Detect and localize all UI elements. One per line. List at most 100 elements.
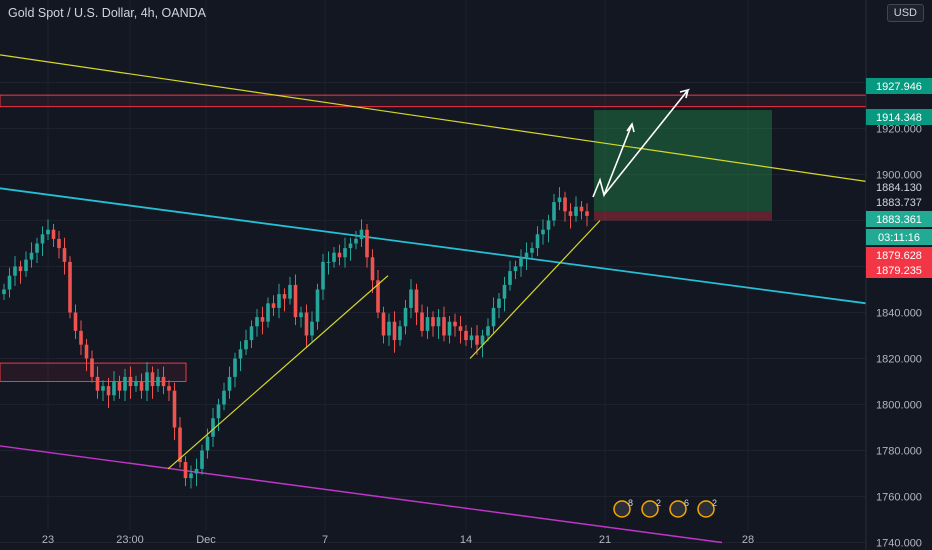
price-label-text: 1927.946 xyxy=(876,81,922,93)
projection-arrow-2[interactable] xyxy=(603,88,691,196)
candle-body xyxy=(343,248,347,258)
candle-body xyxy=(403,307,408,327)
currency-button[interactable]: USD xyxy=(886,4,924,22)
candle-body xyxy=(40,234,45,244)
uptrend-line-1[interactable] xyxy=(167,275,389,470)
price-tick-label: 1780.000 xyxy=(876,446,922,458)
candle-body xyxy=(359,229,364,239)
candle-body xyxy=(51,229,56,239)
candle-body xyxy=(2,289,6,295)
candle-body xyxy=(123,376,127,391)
candle-body xyxy=(469,335,474,341)
candle-body xyxy=(222,390,226,405)
price-label-text: 03:11:16 xyxy=(878,232,920,244)
event-icon[interactable] xyxy=(697,500,715,518)
candle-body xyxy=(513,266,518,272)
candle-body xyxy=(117,381,122,391)
candle-body xyxy=(29,252,34,260)
candle-body xyxy=(332,252,336,262)
cyan-channel-line[interactable] xyxy=(0,187,867,305)
time-tick-label: 23 xyxy=(42,534,54,546)
candle-body xyxy=(574,206,578,216)
price-tick-label: 1760.000 xyxy=(876,492,922,504)
price-label-text: 1879.628 xyxy=(876,250,922,262)
candle-body xyxy=(348,243,353,249)
candle-body xyxy=(101,386,105,391)
candle-body xyxy=(381,312,386,336)
price-label-target xyxy=(866,78,932,94)
candle-body xyxy=(464,330,468,341)
target-zone xyxy=(594,110,772,212)
time-tick-label: 14 xyxy=(460,534,472,546)
candle-body xyxy=(458,326,463,331)
candle-body xyxy=(134,381,138,387)
candle-body xyxy=(57,238,61,249)
candle-body xyxy=(244,340,248,350)
event-icon[interactable] xyxy=(669,500,687,518)
candle-body xyxy=(442,317,446,336)
price-label-text: 1883.361 xyxy=(876,214,922,226)
candle-body xyxy=(447,321,452,336)
candle-body xyxy=(156,376,160,387)
candle-body xyxy=(194,468,199,474)
yellow-trendline[interactable] xyxy=(0,54,867,182)
chart-title: Gold Spot / U.S. Dollar, 4h, OANDA xyxy=(8,6,206,20)
candle-body xyxy=(46,229,50,235)
candle-body xyxy=(13,266,17,276)
candle-body xyxy=(178,427,182,462)
candle-body xyxy=(436,317,441,327)
candle-body xyxy=(337,252,342,258)
candle-body xyxy=(150,372,155,387)
price-label-target xyxy=(866,109,932,125)
candle-body xyxy=(579,206,584,212)
candle-body xyxy=(73,312,78,331)
candle-body xyxy=(497,298,501,308)
candle-body xyxy=(409,289,413,308)
candle-body xyxy=(145,372,149,391)
candle-body xyxy=(431,317,435,327)
price-label-countdown xyxy=(866,229,932,245)
candle-body xyxy=(216,404,221,419)
price-label-text: 1884.130 xyxy=(876,182,922,194)
candle-body xyxy=(519,257,523,267)
candle-body xyxy=(7,275,12,290)
event-icon[interactable] xyxy=(613,500,631,518)
magenta-channel-line[interactable] xyxy=(0,445,723,544)
candle-body xyxy=(585,211,589,216)
projection-arrow-1[interactable] xyxy=(592,122,635,198)
candle-body xyxy=(200,450,204,469)
candle-body xyxy=(568,211,573,216)
candle-body xyxy=(524,252,529,258)
candle-body xyxy=(266,303,270,322)
candle-body xyxy=(563,197,567,212)
candle-body xyxy=(304,312,309,336)
candle-body xyxy=(299,312,303,318)
uptrend-line-2[interactable] xyxy=(469,220,601,359)
candle-body xyxy=(18,266,23,272)
candle-body xyxy=(255,317,259,327)
candle-body xyxy=(365,229,369,258)
time-tick-label: 28 xyxy=(742,534,754,546)
candle-body xyxy=(249,326,254,341)
price-label-text: 1914.348 xyxy=(876,112,922,124)
candle-body xyxy=(84,344,89,359)
candle-body xyxy=(387,321,391,336)
candle-body xyxy=(502,284,507,299)
candle-body xyxy=(293,284,298,318)
candle-body xyxy=(271,303,276,308)
price-tick-label: 1740.000 xyxy=(876,538,922,550)
price-label-stop xyxy=(866,247,932,263)
candle-body xyxy=(392,321,397,341)
candle-body xyxy=(106,386,111,396)
candle-body xyxy=(24,259,28,272)
candle-body xyxy=(183,462,188,479)
event-count: 2 xyxy=(656,498,661,508)
event-icon[interactable] xyxy=(641,500,659,518)
candle-body xyxy=(128,376,133,387)
candle-body xyxy=(227,376,232,391)
candle-body xyxy=(35,243,39,253)
candle-body xyxy=(260,317,265,322)
candle-body xyxy=(238,349,243,359)
time-tick-label: 23:00 xyxy=(116,534,144,546)
